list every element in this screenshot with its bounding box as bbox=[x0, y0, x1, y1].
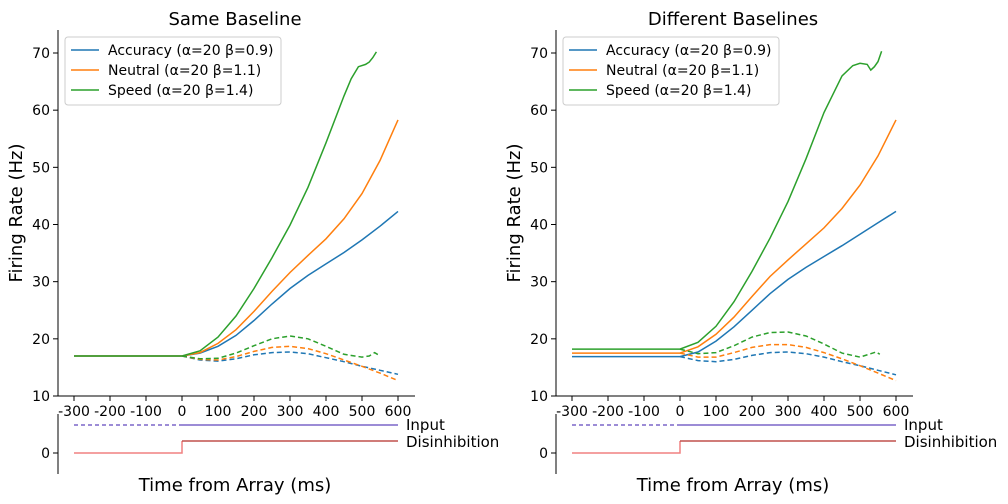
legend-label: Neutral (α=20 β=1.1) bbox=[606, 63, 759, 79]
series-line-2 bbox=[572, 51, 883, 350]
chart-title: Different Baselines bbox=[648, 9, 818, 30]
y-tick-label: 10 bbox=[530, 389, 548, 405]
series-line-1 bbox=[74, 119, 399, 357]
chart-panel-different-baselines: Different Baselines 10 20 30 40 50 60 70 -300 -20… bbox=[504, 9, 997, 496]
disinhibition-trace-pre bbox=[572, 441, 681, 454]
x-tick-label: -100 bbox=[628, 404, 660, 420]
series-line-0 bbox=[572, 210, 897, 358]
x-tick-label: 400 bbox=[313, 404, 340, 420]
input-y-tick-label: 0 bbox=[41, 446, 50, 462]
x-tick-label: 600 bbox=[385, 404, 412, 420]
y-tick-label: 40 bbox=[530, 218, 548, 234]
input-trace-label: Input bbox=[406, 416, 445, 434]
x-tick-label: 500 bbox=[847, 404, 874, 420]
legend-label: Speed (α=20 β=1.4) bbox=[606, 83, 751, 99]
x-tick-label: 600 bbox=[883, 404, 910, 420]
x-tick-label: 0 bbox=[178, 404, 187, 420]
dashed-series-line-5 bbox=[181, 335, 379, 360]
x-tick-label: -100 bbox=[130, 404, 162, 420]
x-axis-label: Time from Array (ms) bbox=[138, 475, 332, 496]
x-tick-label: 200 bbox=[739, 404, 766, 420]
dashed-series-line-3 bbox=[679, 351, 897, 376]
y-tick-label: 70 bbox=[530, 46, 548, 62]
input-trace-label: Input bbox=[904, 416, 943, 434]
legend-label: Accuracy (α=20 β=0.9) bbox=[606, 43, 771, 59]
x-axis-label: Time from Array (ms) bbox=[636, 475, 830, 496]
legend-box bbox=[64, 36, 282, 106]
input-y-tick-label: 0 bbox=[539, 446, 548, 462]
x-tick-label: -300 bbox=[556, 404, 588, 420]
dashed-series-line-4 bbox=[679, 343, 897, 382]
legend-label: Speed (α=20 β=1.4) bbox=[108, 83, 253, 99]
x-tick-label: 200 bbox=[241, 404, 268, 420]
x-tick-label: 500 bbox=[349, 404, 376, 420]
y-tick-label: 50 bbox=[32, 160, 50, 176]
chart-panel-same-baseline: Same Baseline 10 20 30 40 50 60 70 -300 -200 -100 0… bbox=[6, 9, 499, 496]
series-line-1 bbox=[572, 119, 897, 354]
y-tick-label: 70 bbox=[32, 46, 50, 62]
x-tick-label: 400 bbox=[811, 404, 838, 420]
legend-label: Accuracy (α=20 β=0.9) bbox=[108, 43, 273, 59]
x-tick-label: -200 bbox=[592, 404, 624, 420]
disinhibition-trace-label: Disinhibition bbox=[406, 433, 499, 451]
series-line-0 bbox=[74, 210, 399, 357]
y-axis-label: Firing Rate (Hz) bbox=[6, 143, 27, 282]
x-tick-label: 300 bbox=[277, 404, 304, 420]
legend-label: Neutral (α=20 β=1.1) bbox=[108, 63, 261, 79]
x-tick-label: 100 bbox=[703, 404, 730, 420]
legend-box bbox=[562, 36, 780, 106]
dashed-series-line-5 bbox=[679, 331, 881, 358]
y-tick-label: 60 bbox=[32, 103, 50, 119]
x-tick-label: -200 bbox=[94, 404, 126, 420]
y-tick-label: 30 bbox=[530, 275, 548, 291]
dashed-series-line-3 bbox=[181, 351, 399, 376]
dashed-series-line-4 bbox=[181, 345, 399, 382]
y-tick-label: 40 bbox=[32, 218, 50, 234]
series-line-2 bbox=[74, 51, 378, 357]
disinhibition-trace-pre bbox=[74, 441, 183, 454]
y-tick-label: 10 bbox=[32, 389, 50, 405]
x-tick-label: 100 bbox=[205, 404, 232, 420]
y-axis-label: Firing Rate (Hz) bbox=[504, 143, 525, 282]
chart-title: Same Baseline bbox=[168, 9, 301, 30]
x-tick-label: -300 bbox=[58, 404, 90, 420]
y-tick-label: 30 bbox=[32, 275, 50, 291]
y-tick-label: 50 bbox=[530, 160, 548, 176]
y-tick-label: 60 bbox=[530, 103, 548, 119]
x-tick-label: 300 bbox=[775, 404, 802, 420]
x-tick-label: 0 bbox=[676, 404, 685, 420]
y-tick-label: 20 bbox=[530, 332, 548, 348]
y-tick-label: 20 bbox=[32, 332, 50, 348]
disinhibition-trace-label: Disinhibition bbox=[904, 433, 997, 451]
